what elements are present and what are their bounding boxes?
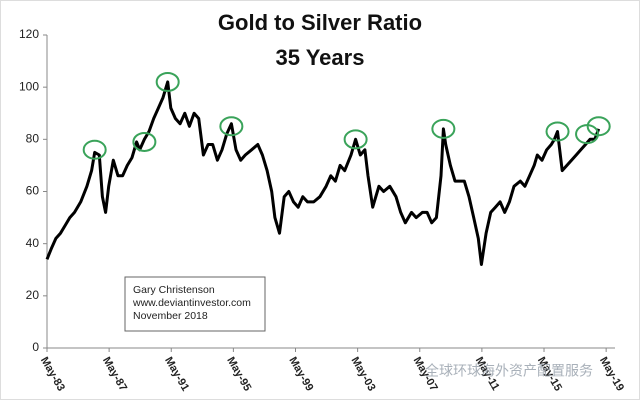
y-tick-label: 120 [19, 27, 39, 41]
highlight-circle [545, 121, 570, 142]
chart-subtitle: 35 Years [276, 45, 365, 70]
highlight-circle [586, 116, 611, 137]
annotation-text: www.deviantinvestor.com [132, 297, 251, 309]
data-line [45, 80, 601, 266]
highlight-circle [155, 71, 180, 92]
y-tick-label: 40 [26, 236, 40, 250]
annotation-text: November 2018 [133, 310, 208, 322]
highlight-circle [431, 118, 456, 139]
watermark: 全球环球海外资产配置服务 [425, 363, 593, 379]
highlight-circle [219, 116, 244, 137]
annotation-text: Gary Christenson [133, 284, 215, 296]
y-tick-label: 0 [32, 340, 39, 354]
y-tick-label: 60 [26, 184, 40, 198]
highlight-circle [82, 139, 107, 160]
y-tick-label: 100 [19, 79, 39, 93]
annotation-box [124, 276, 266, 332]
chart-title: Gold to Silver Ratio [218, 10, 422, 35]
highlight-circle [343, 129, 368, 150]
y-tick-label: 80 [26, 132, 40, 146]
y-tick-label: 20 [26, 288, 40, 302]
highlight-circle [132, 131, 157, 152]
